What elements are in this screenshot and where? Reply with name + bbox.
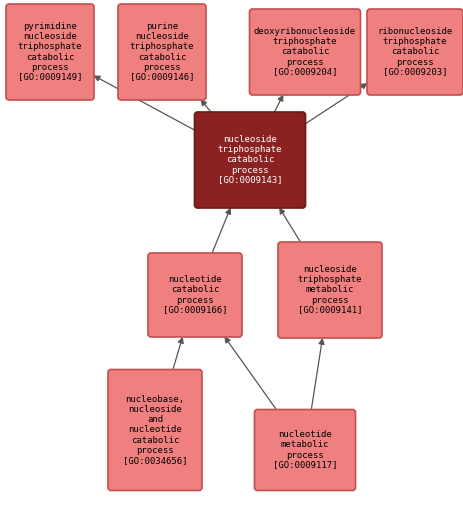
Text: purine
nucleoside
triphosphate
catabolic
process
[GO:0009146]: purine nucleoside triphosphate catabolic… (130, 22, 194, 82)
FancyBboxPatch shape (148, 253, 242, 337)
FancyBboxPatch shape (108, 370, 201, 490)
FancyBboxPatch shape (249, 9, 360, 95)
Text: pyrimidine
nucleoside
triphosphate
catabolic
process
[GO:0009149]: pyrimidine nucleoside triphosphate catab… (18, 22, 82, 82)
Text: deoxyribonucleoside
triphosphate
catabolic
process
[GO:0009204]: deoxyribonucleoside triphosphate catabol… (253, 27, 355, 77)
Text: nucleotide
catabolic
process
[GO:0009166]: nucleotide catabolic process [GO:0009166… (163, 275, 227, 314)
Text: nucleobase,
nucleoside
and
nucleotide
catabolic
process
[GO:0034656]: nucleobase, nucleoside and nucleotide ca… (123, 395, 187, 464)
Text: nucleoside
triphosphate
catabolic
process
[GO:0009143]: nucleoside triphosphate catabolic proces… (217, 135, 282, 185)
FancyBboxPatch shape (118, 4, 206, 100)
Text: nucleoside
triphosphate
metabolic
process
[GO:0009141]: nucleoside triphosphate metabolic proces… (297, 265, 362, 315)
FancyBboxPatch shape (194, 112, 305, 208)
FancyBboxPatch shape (366, 9, 462, 95)
FancyBboxPatch shape (254, 410, 355, 490)
FancyBboxPatch shape (6, 4, 94, 100)
FancyBboxPatch shape (277, 242, 381, 338)
Text: ribonucleoside
triphosphate
catabolic
process
[GO:0009203]: ribonucleoside triphosphate catabolic pr… (376, 27, 451, 77)
Text: nucleotide
metabolic
process
[GO:0009117]: nucleotide metabolic process [GO:0009117… (272, 430, 337, 469)
